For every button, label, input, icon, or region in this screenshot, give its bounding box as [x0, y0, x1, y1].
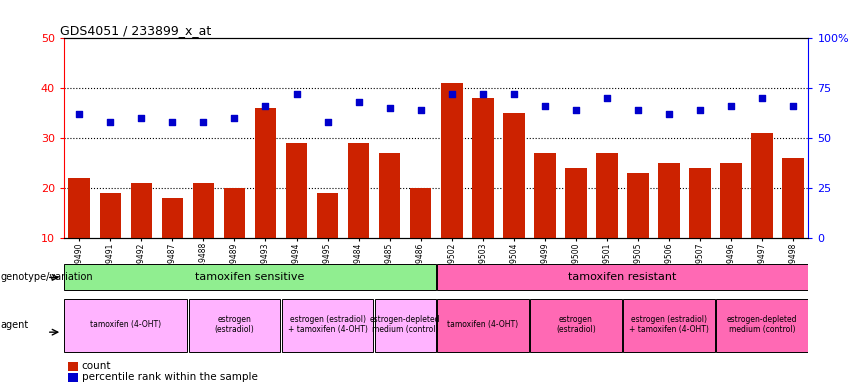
Text: count: count [82, 361, 111, 371]
Point [631, 107, 644, 113]
Bar [286, 143, 307, 238]
Point [134, 115, 148, 121]
Bar [782, 158, 804, 238]
Point [104, 119, 117, 125]
Point [197, 119, 210, 125]
Bar [68, 178, 90, 238]
Point [445, 91, 459, 98]
Text: estrogen-depleted
medium (control): estrogen-depleted medium (control) [727, 314, 797, 334]
Point [786, 103, 800, 109]
Bar [189, 299, 280, 352]
Bar [534, 153, 556, 238]
Point [289, 91, 303, 98]
Point [259, 103, 272, 109]
Bar [627, 173, 648, 238]
Bar [658, 163, 680, 238]
Point [228, 115, 242, 121]
Bar [437, 265, 808, 290]
Bar [317, 193, 339, 238]
Text: tamoxifen (4-OHT): tamoxifen (4-OHT) [447, 320, 518, 329]
Text: tamoxifen (4-OHT): tamoxifen (4-OHT) [90, 320, 162, 329]
Point [569, 107, 583, 113]
Point [321, 119, 334, 125]
Bar [471, 98, 494, 238]
Text: agent: agent [1, 320, 29, 331]
Bar [192, 183, 214, 238]
Point [538, 103, 551, 109]
Bar [716, 299, 808, 352]
Point [72, 111, 86, 118]
Point [383, 105, 397, 111]
Text: estrogen
(estradiol): estrogen (estradiol) [214, 314, 254, 334]
Text: estrogen-depleted
medium (control): estrogen-depleted medium (control) [370, 314, 440, 334]
Bar [348, 143, 369, 238]
Bar [224, 188, 245, 238]
Text: GDS4051 / 233899_x_at: GDS4051 / 233899_x_at [60, 24, 211, 37]
Bar [68, 373, 78, 382]
Point [507, 91, 521, 98]
Bar [751, 133, 773, 238]
Bar [441, 83, 462, 238]
Bar [410, 188, 431, 238]
Bar [162, 198, 183, 238]
Bar [530, 299, 622, 352]
Point [662, 111, 676, 118]
Bar [130, 183, 152, 238]
Text: tamoxifen resistant: tamoxifen resistant [568, 272, 677, 282]
Point [724, 103, 738, 109]
Bar [254, 108, 277, 238]
Bar [65, 299, 187, 352]
Point [476, 91, 489, 98]
Bar [623, 299, 715, 352]
Bar [503, 113, 524, 238]
Bar [720, 163, 742, 238]
Point [351, 99, 365, 105]
Bar [437, 299, 528, 352]
Bar [374, 299, 436, 352]
Text: percentile rank within the sample: percentile rank within the sample [82, 372, 258, 382]
Bar [379, 153, 401, 238]
Point [414, 107, 427, 113]
Text: estrogen
(estradiol): estrogen (estradiol) [556, 314, 596, 334]
Bar [100, 193, 121, 238]
Text: tamoxifen sensitive: tamoxifen sensitive [195, 272, 305, 282]
Bar [282, 299, 374, 352]
Text: estrogen (estradiol)
+ tamoxifen (4-OHT): estrogen (estradiol) + tamoxifen (4-OHT) [629, 314, 709, 334]
Bar [689, 168, 711, 238]
Bar [68, 362, 78, 371]
Point [693, 107, 706, 113]
Text: genotype/variation: genotype/variation [1, 272, 94, 283]
Point [166, 119, 180, 125]
Bar [596, 153, 618, 238]
Point [600, 95, 614, 101]
Bar [565, 168, 586, 238]
Point [755, 95, 768, 101]
Bar [65, 265, 436, 290]
Text: estrogen (estradiol)
+ tamoxifen (4-OHT): estrogen (estradiol) + tamoxifen (4-OHT) [288, 314, 368, 334]
